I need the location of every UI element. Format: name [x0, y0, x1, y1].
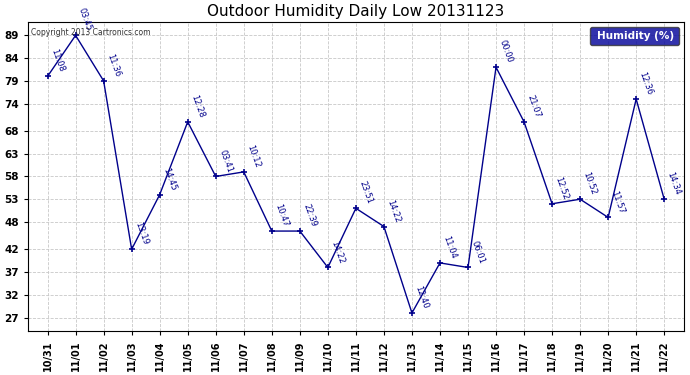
Text: 13:19: 13:19 — [133, 221, 150, 246]
Text: 11:36: 11:36 — [105, 53, 121, 78]
Text: 11:08: 11:08 — [49, 48, 66, 74]
Legend: Humidity (%): Humidity (%) — [590, 27, 678, 45]
Text: 06:01: 06:01 — [469, 239, 486, 265]
Text: 00:00: 00:00 — [497, 39, 514, 64]
Text: 22:39: 22:39 — [302, 203, 318, 228]
Text: 10:12: 10:12 — [245, 144, 262, 169]
Text: 11:04: 11:04 — [442, 235, 458, 260]
Text: 14:22: 14:22 — [329, 239, 346, 265]
Text: 12:36: 12:36 — [638, 70, 654, 96]
Text: 11:57: 11:57 — [609, 189, 626, 214]
Text: Copyright 2013 Cartronics.com: Copyright 2013 Cartronics.com — [31, 28, 150, 37]
Text: 12:40: 12:40 — [413, 285, 430, 310]
Title: Outdoor Humidity Daily Low 20131123: Outdoor Humidity Daily Low 20131123 — [207, 4, 504, 19]
Text: 12:28: 12:28 — [189, 93, 206, 119]
Text: 14:22: 14:22 — [385, 198, 402, 224]
Text: 21:07: 21:07 — [526, 93, 542, 119]
Text: 10:47: 10:47 — [273, 203, 290, 228]
Text: 03:41: 03:41 — [217, 148, 234, 174]
Text: 14:45: 14:45 — [161, 166, 177, 192]
Text: 23:51: 23:51 — [357, 180, 374, 206]
Text: 10:52: 10:52 — [582, 171, 598, 196]
Text: 03:45: 03:45 — [77, 7, 94, 33]
Text: 14:34: 14:34 — [666, 171, 682, 196]
Text: 12:52: 12:52 — [553, 176, 570, 201]
